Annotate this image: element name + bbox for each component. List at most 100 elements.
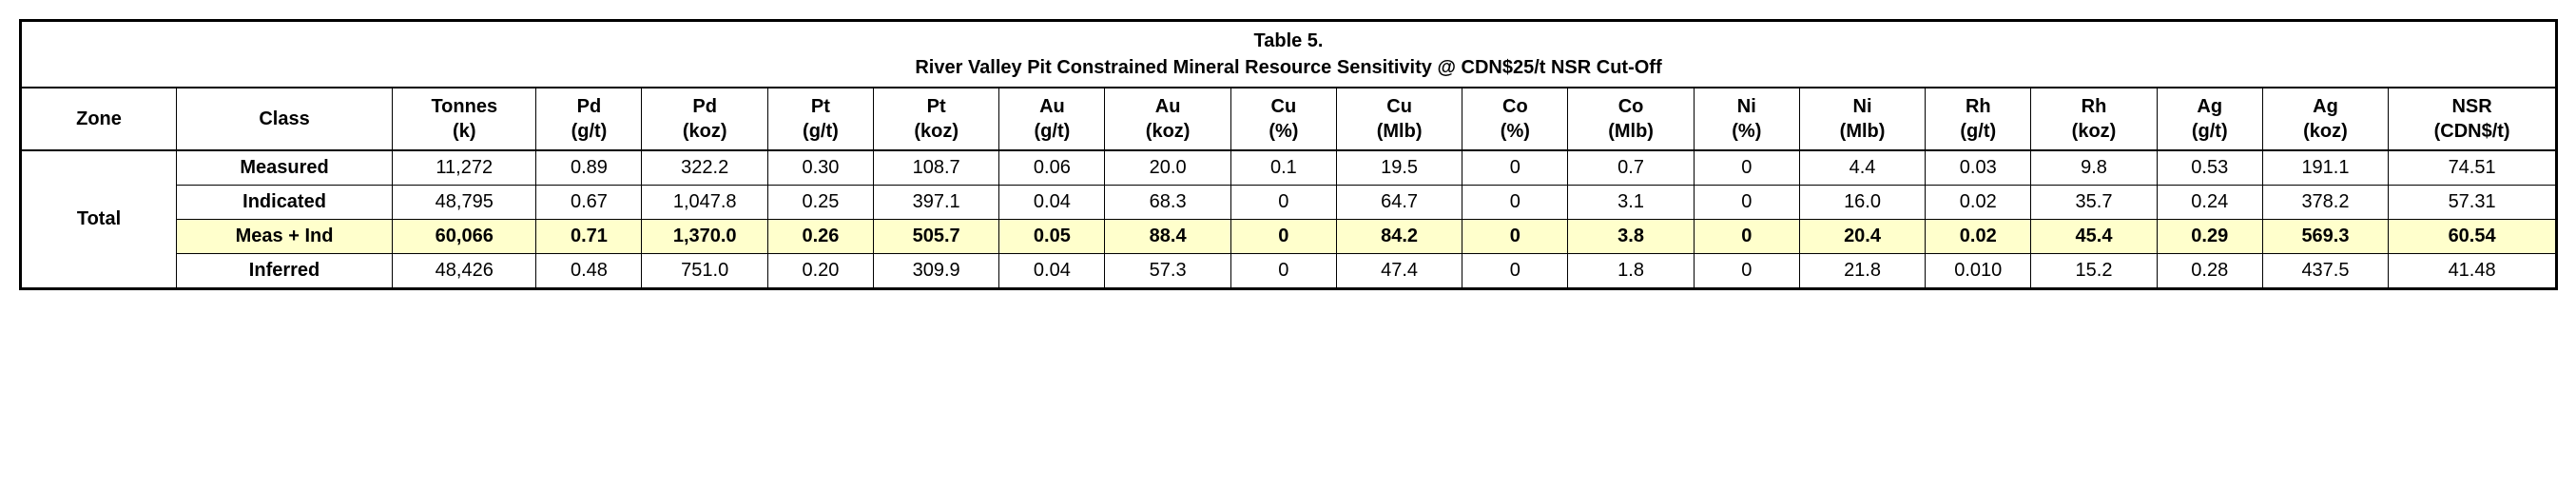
- class-cell: Meas + Ind: [177, 220, 393, 254]
- data-cell: 45.4: [2031, 220, 2157, 254]
- resource-table: Table 5. River Valley Pit Constrained Mi…: [19, 19, 2558, 290]
- data-cell: 0.25: [767, 186, 873, 220]
- data-cell: 0: [1462, 186, 1568, 220]
- data-cell: 0.71: [536, 220, 642, 254]
- col-header-name: Pt: [811, 96, 830, 117]
- col-header-unit: (g/t): [1035, 121, 1071, 142]
- data-cell: 35.7: [2031, 186, 2157, 220]
- col-header-unit: (koz): [2072, 121, 2117, 142]
- data-cell: 0: [1230, 254, 1336, 289]
- data-cell: 20.4: [1799, 220, 1925, 254]
- table-container: Table 5. River Valley Pit Constrained Mi…: [19, 19, 2558, 290]
- data-cell: 47.4: [1336, 254, 1462, 289]
- col-header: Au(koz): [1105, 88, 1230, 150]
- col-header: NSR(CDN$/t): [2389, 88, 2557, 150]
- data-cell: 0.7: [1568, 150, 1694, 186]
- data-cell: 57.31: [2389, 186, 2557, 220]
- data-cell: 0: [1230, 186, 1336, 220]
- data-cell: 84.2: [1336, 220, 1462, 254]
- col-header: Rh (g/t): [1926, 88, 2031, 150]
- col-header-name: Class: [259, 108, 309, 129]
- col-header: Tonnes (k): [393, 88, 536, 150]
- data-cell: 569.3: [2262, 220, 2388, 254]
- data-cell: 0.05: [999, 220, 1105, 254]
- col-header-name: Pd: [577, 96, 602, 117]
- zone-cell: Total: [21, 150, 177, 289]
- col-header-name: Au: [1039, 96, 1065, 117]
- col-header: Class: [177, 88, 393, 150]
- class-cell: Indicated: [177, 186, 393, 220]
- table-row: Indicated48,7950.671,047.80.25397.10.046…: [21, 186, 2557, 220]
- data-cell: 57.3: [1105, 254, 1230, 289]
- data-cell: 19.5: [1336, 150, 1462, 186]
- data-cell: 0.30: [767, 150, 873, 186]
- col-header-unit: (k): [453, 121, 475, 142]
- data-cell: 751.0: [642, 254, 767, 289]
- data-cell: 0: [1694, 220, 1799, 254]
- col-header: Zone: [21, 88, 177, 150]
- data-cell: 1.8: [1568, 254, 1694, 289]
- data-cell: 41.48: [2389, 254, 2557, 289]
- data-cell: 21.8: [1799, 254, 1925, 289]
- col-header-name: Cu: [1271, 96, 1297, 117]
- data-cell: 48,795: [393, 186, 536, 220]
- table-row: TotalMeasured11,2720.89322.20.30108.70.0…: [21, 150, 2557, 186]
- data-cell: 0: [1694, 186, 1799, 220]
- col-header-name: Cu: [1386, 96, 1412, 117]
- data-cell: 0.26: [767, 220, 873, 254]
- table-row: Meas + Ind60,0660.711,370.00.26505.70.05…: [21, 220, 2557, 254]
- col-header-unit: (koz): [2303, 121, 2348, 142]
- data-cell: 0.53: [2157, 150, 2262, 186]
- data-cell: 108.7: [873, 150, 998, 186]
- data-cell: 15.2: [2031, 254, 2157, 289]
- data-cell: 309.9: [873, 254, 998, 289]
- col-header-name: Tonnes: [431, 96, 497, 117]
- data-cell: 0.1: [1230, 150, 1336, 186]
- data-cell: 0: [1694, 150, 1799, 186]
- data-cell: 437.5: [2262, 254, 2388, 289]
- data-cell: 0.02: [1926, 220, 2031, 254]
- col-header-unit: (CDN$/t): [2434, 121, 2510, 142]
- data-cell: 0.24: [2157, 186, 2262, 220]
- header-row: ZoneClassTonnes(k)Pd(g/t)Pd(koz)Pt(g/t)P…: [21, 88, 2557, 150]
- data-cell: 3.8: [1568, 220, 1694, 254]
- data-cell: 397.1: [873, 186, 998, 220]
- col-header-unit: (Mlb): [1608, 121, 1654, 142]
- col-header-unit: (%): [1501, 121, 1530, 142]
- data-cell: 0: [1230, 220, 1336, 254]
- col-header-name: Ni: [1853, 96, 1872, 117]
- col-header: Pt(koz): [873, 88, 998, 150]
- col-header-name: Co: [1618, 96, 1644, 117]
- col-header-unit: (Mlb): [1377, 121, 1423, 142]
- col-header-name: Zone: [76, 108, 122, 129]
- data-cell: 4.4: [1799, 150, 1925, 186]
- data-cell: 20.0: [1105, 150, 1230, 186]
- data-cell: 60.54: [2389, 220, 2557, 254]
- col-header-name: Pd: [692, 96, 717, 117]
- col-header: Pd (koz): [642, 88, 767, 150]
- col-header-name: Rh: [1966, 96, 1991, 117]
- data-cell: 9.8: [2031, 150, 2157, 186]
- title-line1: Table 5.: [1254, 30, 1324, 51]
- table-row: Inferred48,4260.48751.00.20309.90.0457.3…: [21, 254, 2557, 289]
- col-header-name: Ni: [1737, 96, 1756, 117]
- data-cell: 0.20: [767, 254, 873, 289]
- col-header-unit: (koz): [914, 121, 959, 142]
- col-header-name: Ag: [2313, 96, 2338, 117]
- data-cell: 1,370.0: [642, 220, 767, 254]
- col-header: Ag (koz): [2262, 88, 2388, 150]
- col-header-unit: (g/t): [1960, 121, 1996, 142]
- table-title: Table 5. River Valley Pit Constrained Mi…: [21, 21, 2557, 88]
- data-cell: 0.67: [536, 186, 642, 220]
- col-header: Ag(g/t): [2157, 88, 2262, 150]
- col-header: Pt(g/t): [767, 88, 873, 150]
- col-header-unit: (koz): [683, 121, 727, 142]
- data-cell: 64.7: [1336, 186, 1462, 220]
- zone-label: Total: [77, 208, 121, 229]
- title-row: Table 5. River Valley Pit Constrained Mi…: [21, 21, 2557, 88]
- data-cell: 48,426: [393, 254, 536, 289]
- col-header: Co (Mlb): [1568, 88, 1694, 150]
- data-cell: 505.7: [873, 220, 998, 254]
- data-cell: 88.4: [1105, 220, 1230, 254]
- data-cell: 0.48: [536, 254, 642, 289]
